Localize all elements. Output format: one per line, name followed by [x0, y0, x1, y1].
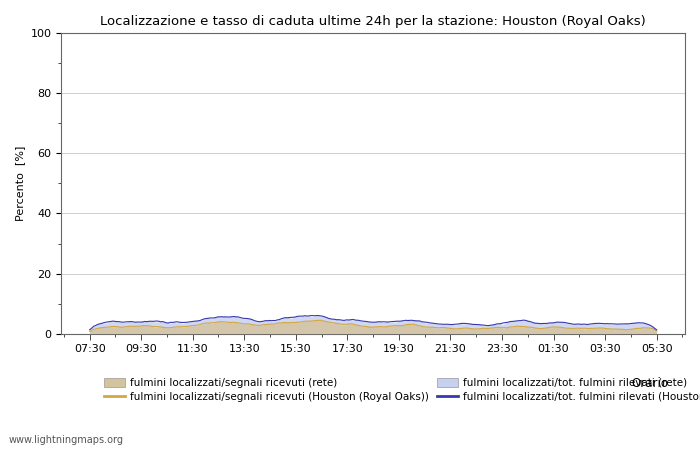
Text: Orario: Orario	[631, 377, 668, 390]
Title: Localizzazione e tasso di caduta ultime 24h per la stazione: Houston (Royal Oaks: Localizzazione e tasso di caduta ultime …	[100, 15, 646, 28]
Legend: fulmini localizzati/segnali ricevuti (rete), fulmini localizzati/segnali ricevut: fulmini localizzati/segnali ricevuti (re…	[104, 378, 700, 402]
Text: www.lightningmaps.org: www.lightningmaps.org	[8, 435, 123, 445]
Y-axis label: Percento  [%]: Percento [%]	[15, 146, 25, 221]
